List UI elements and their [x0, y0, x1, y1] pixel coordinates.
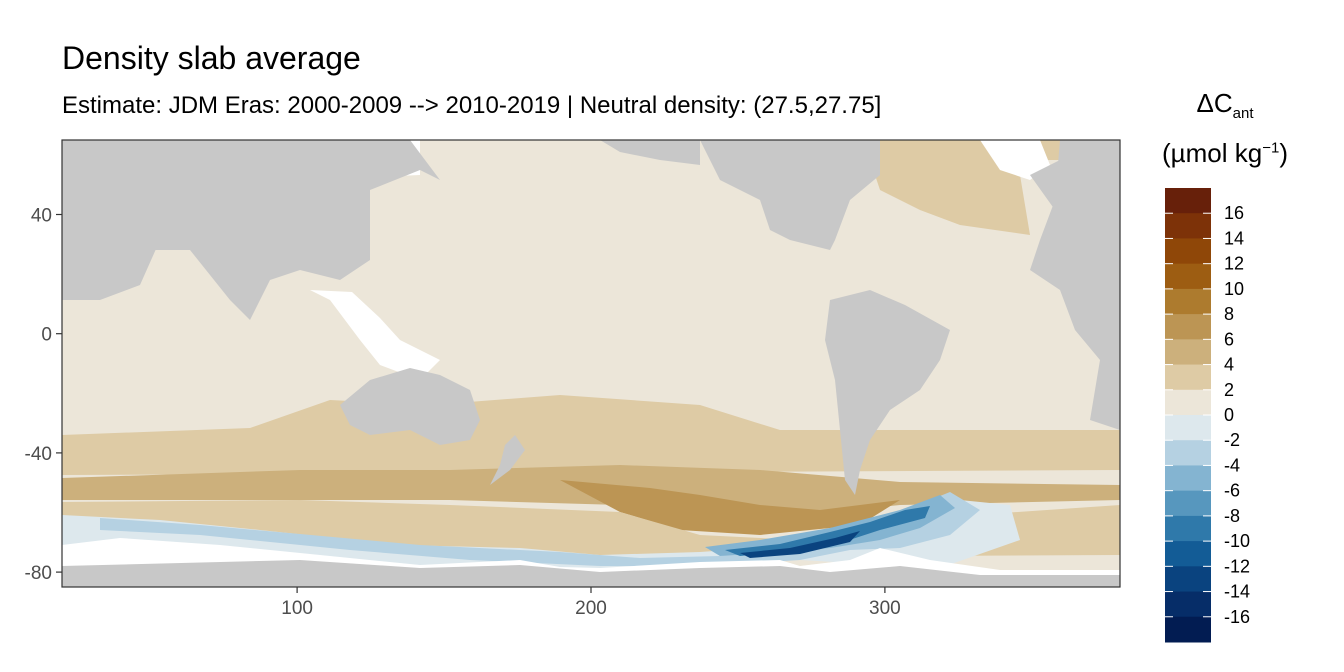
legend-label: -10: [1224, 531, 1250, 551]
legend-swatch: [1165, 213, 1211, 239]
legend-label: 14: [1224, 228, 1244, 248]
legend-label: -2: [1224, 430, 1240, 450]
legend-swatch: [1165, 490, 1211, 517]
legend-swatch: [1165, 339, 1211, 366]
chart-title: Density slab average: [62, 40, 361, 76]
legend-title-sub: ant: [1232, 105, 1254, 123]
legend-label: -12: [1224, 556, 1250, 576]
legend-label: -8: [1224, 506, 1240, 526]
land-asia: [62, 140, 440, 320]
nodata-maritime-continent: [310, 290, 440, 380]
legend-swatch: [1165, 364, 1211, 391]
x-tick-label: 100: [281, 598, 313, 619]
legend-units: (µmol kg−1): [1150, 138, 1300, 169]
legend-swatch: [1165, 465, 1211, 492]
land-south-america: [825, 290, 950, 495]
legend-label: -6: [1224, 481, 1240, 501]
x-tick-label: 300: [869, 598, 901, 619]
y-axis: 40 0 -40 -80: [25, 206, 62, 584]
legend-title: ΔCant: [1150, 88, 1300, 122]
land-australia: [340, 368, 480, 445]
legend-label: 16: [1224, 203, 1244, 223]
band-negative-8-12: [725, 506, 930, 556]
band-negative-4-8: [705, 495, 955, 556]
legend-label: 6: [1224, 329, 1234, 349]
legend-label: -14: [1224, 582, 1250, 602]
legend-swatch: [1165, 566, 1211, 593]
legend-label: 0: [1224, 405, 1234, 425]
legend-units-sup: −1: [1262, 139, 1280, 157]
legend-swatch: [1165, 288, 1211, 315]
band-north-atlantic: [870, 140, 1110, 235]
legend-swatch: [1165, 415, 1211, 441]
y-tick-label: 40: [31, 206, 52, 227]
x-axis: 100 200 300: [281, 587, 901, 619]
band-negative-2-4: [100, 492, 980, 566]
legend-label: 12: [1224, 254, 1244, 274]
legend-units-close: ): [1279, 138, 1288, 168]
legend-swatch: [1165, 541, 1211, 567]
legend-label: 4: [1224, 355, 1234, 375]
legend-label: 2: [1224, 380, 1234, 400]
legend-label: -16: [1224, 607, 1250, 627]
legend-swatch: [1165, 616, 1211, 643]
y-tick-label: 0: [41, 325, 52, 346]
legend-colorbar: [1165, 188, 1211, 643]
y-tick-label: -80: [25, 563, 52, 584]
band-north-indian: [62, 300, 270, 400]
legend-labels: 16 14 12 10 8 6 4 2 0 -2 -4 -6 -8 -10 -12 -14 -16: [1165, 203, 1250, 627]
land-antarctica: [62, 560, 1120, 587]
legend-swatch: [1165, 263, 1211, 290]
legend-title-main: ΔC: [1196, 88, 1233, 118]
band-positive-8-10: [560, 480, 900, 535]
land-europe: [1030, 140, 1120, 225]
legend-label: -4: [1224, 455, 1240, 475]
x-tick-label: 200: [575, 598, 607, 619]
legend-swatch: [1165, 440, 1211, 466]
land-north-america: [600, 140, 880, 250]
land-new-zealand: [490, 435, 525, 485]
legend-swatch: [1165, 389, 1211, 416]
legend-label: 10: [1224, 279, 1244, 299]
y-tick-label: -40: [25, 444, 52, 465]
legend-swatch: [1165, 188, 1211, 214]
legend-swatch: [1165, 591, 1211, 618]
legend-swatch: [1165, 238, 1211, 265]
chart-subtitle: Estimate: JDM Eras: 2000-2009 --> 2010-2…: [62, 92, 882, 119]
legend-swatch: [1165, 515, 1211, 542]
legend-swatch: [1165, 314, 1211, 340]
band-negative-12-16: [740, 531, 860, 558]
map-layer: [62, 140, 1120, 587]
legend-label: 8: [1224, 304, 1234, 324]
legend-units-text: (µmol kg: [1162, 138, 1263, 168]
nodata-arctic-atlantic: [980, 140, 1050, 180]
